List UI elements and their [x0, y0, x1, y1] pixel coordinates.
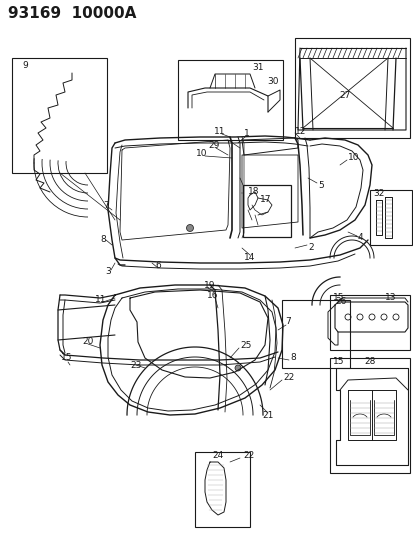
Text: 13: 13	[384, 293, 396, 302]
Text: 17: 17	[259, 196, 271, 205]
Text: 29: 29	[208, 141, 219, 149]
Text: 30: 30	[266, 77, 278, 86]
Bar	[242, 185, 290, 237]
Text: 10: 10	[196, 149, 207, 157]
Text: 11: 11	[95, 295, 106, 304]
Text: 18: 18	[247, 187, 259, 196]
Text: 16: 16	[207, 290, 218, 300]
Text: 23: 23	[130, 360, 141, 369]
Text: 15: 15	[332, 294, 344, 303]
Text: 24: 24	[212, 451, 223, 461]
Bar	[329, 358, 409, 473]
Text: 4: 4	[357, 233, 363, 243]
Circle shape	[235, 365, 240, 371]
Text: 15: 15	[61, 353, 73, 362]
Text: 22: 22	[282, 374, 294, 383]
Text: 7: 7	[285, 318, 290, 327]
Text: 6: 6	[155, 261, 161, 270]
Text: 8: 8	[289, 353, 295, 362]
Text: 15: 15	[332, 358, 344, 367]
Text: 11: 11	[214, 126, 225, 135]
Text: 14: 14	[244, 253, 255, 262]
Text: 8: 8	[100, 236, 105, 245]
Text: 31: 31	[252, 63, 263, 72]
Text: 5: 5	[317, 181, 323, 190]
Text: 22: 22	[242, 451, 254, 461]
Text: 26: 26	[334, 297, 346, 306]
Text: 21: 21	[262, 410, 273, 419]
Text: 93169  10000A: 93169 10000A	[8, 6, 136, 21]
Bar	[369, 190, 411, 245]
Text: 19: 19	[204, 280, 215, 289]
Text: 7: 7	[103, 200, 109, 209]
Bar	[329, 295, 409, 350]
Text: 12: 12	[294, 126, 306, 135]
Text: 10: 10	[347, 154, 358, 163]
Text: 27: 27	[339, 91, 350, 100]
Text: 3: 3	[105, 268, 111, 277]
Text: 25: 25	[240, 341, 251, 350]
Text: 32: 32	[372, 189, 383, 198]
Bar	[178, 60, 282, 140]
Text: 28: 28	[363, 358, 375, 367]
Text: 2: 2	[307, 243, 313, 252]
Bar	[281, 300, 349, 368]
Bar	[12, 58, 107, 173]
Text: 1: 1	[244, 130, 249, 139]
Circle shape	[186, 224, 193, 231]
Bar	[294, 38, 409, 138]
Bar	[195, 452, 249, 527]
Text: 20: 20	[82, 337, 93, 346]
Text: 9: 9	[22, 61, 28, 70]
